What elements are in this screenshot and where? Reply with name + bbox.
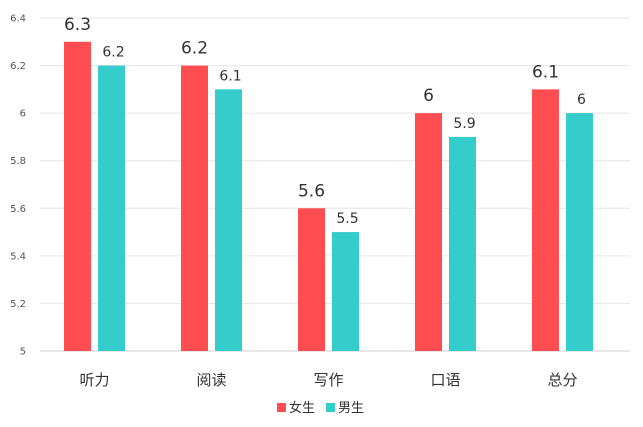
y-tick-label: 6.2 xyxy=(10,61,26,72)
data-label: 6 xyxy=(577,92,586,108)
y-tick-label: 5.2 xyxy=(10,299,26,310)
data-label: 6.1 xyxy=(219,68,241,84)
bar-female xyxy=(64,41,91,352)
bar-male xyxy=(98,65,125,352)
y-axis-ticks: 5 5.2 5.4 5.6 5.8 6 6.2 6.4 xyxy=(10,14,26,358)
bars xyxy=(64,41,593,352)
bar-female xyxy=(415,113,442,352)
legend-swatch xyxy=(277,403,286,412)
category-label: 写作 xyxy=(313,371,343,389)
bar-male xyxy=(449,136,476,351)
bar-male xyxy=(566,113,593,352)
bar-female xyxy=(181,65,208,352)
data-label: 5.5 xyxy=(336,211,358,227)
category-label: 总分 xyxy=(547,371,577,389)
bar-female xyxy=(298,208,325,351)
x-axis-categories: 听力 阅读 写作 口语 总分 xyxy=(79,371,577,389)
y-tick-label: 6.4 xyxy=(10,14,26,25)
bar-female xyxy=(532,89,559,351)
category-label: 阅读 xyxy=(196,371,226,389)
y-tick-label: 5.6 xyxy=(10,204,26,215)
data-label: 6.3 xyxy=(64,15,91,35)
data-label: 6.1 xyxy=(532,62,559,82)
legend: 女生 男生 xyxy=(277,400,364,416)
data-label: 6.2 xyxy=(181,39,208,59)
y-tick-label: 6 xyxy=(20,109,26,120)
data-label: 5.9 xyxy=(453,116,475,132)
legend-swatch xyxy=(326,403,335,412)
data-label: 6 xyxy=(423,86,434,106)
bar-male xyxy=(332,232,359,351)
data-label: 5.6 xyxy=(298,181,325,201)
bar-male xyxy=(215,89,242,351)
y-tick-label: 5 xyxy=(20,347,26,358)
legend-label: 女生 xyxy=(289,400,315,416)
category-label: 听力 xyxy=(79,371,109,389)
y-tick-label: 5.4 xyxy=(10,251,26,262)
legend-label: 男生 xyxy=(338,401,364,416)
data-labels: 6.3 6.2 6.2 6.1 5.6 5.5 6 5.9 6.1 6 xyxy=(64,15,586,227)
data-label: 6.2 xyxy=(102,45,124,61)
category-label: 口语 xyxy=(430,371,460,389)
y-tick-label: 5.8 xyxy=(10,156,26,167)
